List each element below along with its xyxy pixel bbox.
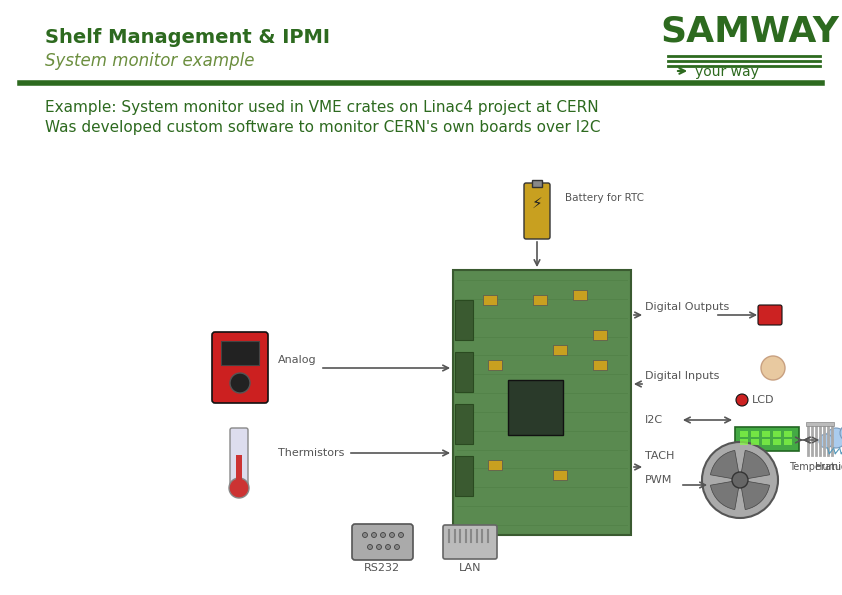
FancyBboxPatch shape xyxy=(453,270,631,535)
FancyBboxPatch shape xyxy=(751,439,759,445)
Circle shape xyxy=(732,472,748,488)
FancyBboxPatch shape xyxy=(443,525,497,559)
FancyBboxPatch shape xyxy=(762,439,770,445)
Circle shape xyxy=(386,544,391,550)
FancyBboxPatch shape xyxy=(455,352,473,392)
Circle shape xyxy=(819,434,833,448)
FancyBboxPatch shape xyxy=(455,404,473,444)
FancyBboxPatch shape xyxy=(735,427,799,451)
FancyBboxPatch shape xyxy=(524,183,550,239)
Circle shape xyxy=(736,394,748,406)
FancyBboxPatch shape xyxy=(784,439,792,445)
FancyBboxPatch shape xyxy=(773,431,781,437)
Circle shape xyxy=(229,478,249,498)
Circle shape xyxy=(840,425,842,441)
FancyBboxPatch shape xyxy=(483,295,497,305)
FancyBboxPatch shape xyxy=(230,428,248,487)
Circle shape xyxy=(390,533,395,537)
Circle shape xyxy=(761,356,785,380)
Circle shape xyxy=(230,373,250,393)
Text: Digital Inputs: Digital Inputs xyxy=(645,371,719,381)
Circle shape xyxy=(367,544,372,550)
FancyBboxPatch shape xyxy=(508,380,563,435)
Text: RS232: RS232 xyxy=(364,563,400,573)
FancyBboxPatch shape xyxy=(212,332,268,403)
Text: Temperature: Temperature xyxy=(789,462,842,472)
FancyBboxPatch shape xyxy=(488,360,502,370)
FancyBboxPatch shape xyxy=(773,439,781,445)
Text: Analog: Analog xyxy=(278,355,317,365)
Circle shape xyxy=(398,533,403,537)
FancyBboxPatch shape xyxy=(553,345,567,355)
FancyBboxPatch shape xyxy=(455,456,473,496)
FancyBboxPatch shape xyxy=(533,295,547,305)
Text: SAMWAY: SAMWAY xyxy=(661,15,839,49)
Wedge shape xyxy=(740,480,770,509)
Text: TACH: TACH xyxy=(645,451,674,461)
Text: Battery for RTC: Battery for RTC xyxy=(565,193,644,203)
Circle shape xyxy=(826,428,842,448)
Text: LAN: LAN xyxy=(459,563,482,573)
Circle shape xyxy=(363,533,367,537)
FancyBboxPatch shape xyxy=(740,439,748,445)
FancyBboxPatch shape xyxy=(553,470,567,480)
Text: Digital Outputs: Digital Outputs xyxy=(645,302,729,312)
Text: ⚡: ⚡ xyxy=(531,196,542,211)
FancyBboxPatch shape xyxy=(751,431,759,437)
FancyBboxPatch shape xyxy=(784,431,792,437)
FancyBboxPatch shape xyxy=(762,431,770,437)
Wedge shape xyxy=(711,480,740,509)
Text: Thermistors: Thermistors xyxy=(278,448,344,458)
Text: I2C: I2C xyxy=(645,415,663,425)
Text: Was developed custom software to monitor CERN's own boards over I2C: Was developed custom software to monitor… xyxy=(45,120,600,135)
FancyBboxPatch shape xyxy=(573,290,587,300)
Circle shape xyxy=(376,544,381,550)
Circle shape xyxy=(702,442,778,518)
FancyBboxPatch shape xyxy=(236,455,242,488)
FancyBboxPatch shape xyxy=(593,360,607,370)
FancyBboxPatch shape xyxy=(758,305,782,325)
Text: LCD: LCD xyxy=(752,395,775,405)
FancyBboxPatch shape xyxy=(455,300,473,340)
Circle shape xyxy=(371,533,376,537)
Text: PWM: PWM xyxy=(645,475,673,485)
FancyBboxPatch shape xyxy=(352,524,413,560)
Text: Shelf Management & IPMI: Shelf Management & IPMI xyxy=(45,28,330,47)
FancyBboxPatch shape xyxy=(593,330,607,340)
FancyBboxPatch shape xyxy=(806,422,834,426)
FancyBboxPatch shape xyxy=(532,180,542,187)
FancyBboxPatch shape xyxy=(740,431,748,437)
Text: your way: your way xyxy=(695,65,759,79)
Text: System monitor example: System monitor example xyxy=(45,52,254,70)
FancyBboxPatch shape xyxy=(488,460,502,470)
Text: Humidity: Humidity xyxy=(815,462,842,472)
Circle shape xyxy=(381,533,386,537)
Text: Example: System monitor used in VME crates on Linac4 project at CERN: Example: System monitor used in VME crat… xyxy=(45,100,599,115)
Wedge shape xyxy=(711,450,740,480)
FancyBboxPatch shape xyxy=(221,341,259,365)
Wedge shape xyxy=(740,450,770,480)
Circle shape xyxy=(395,544,399,550)
